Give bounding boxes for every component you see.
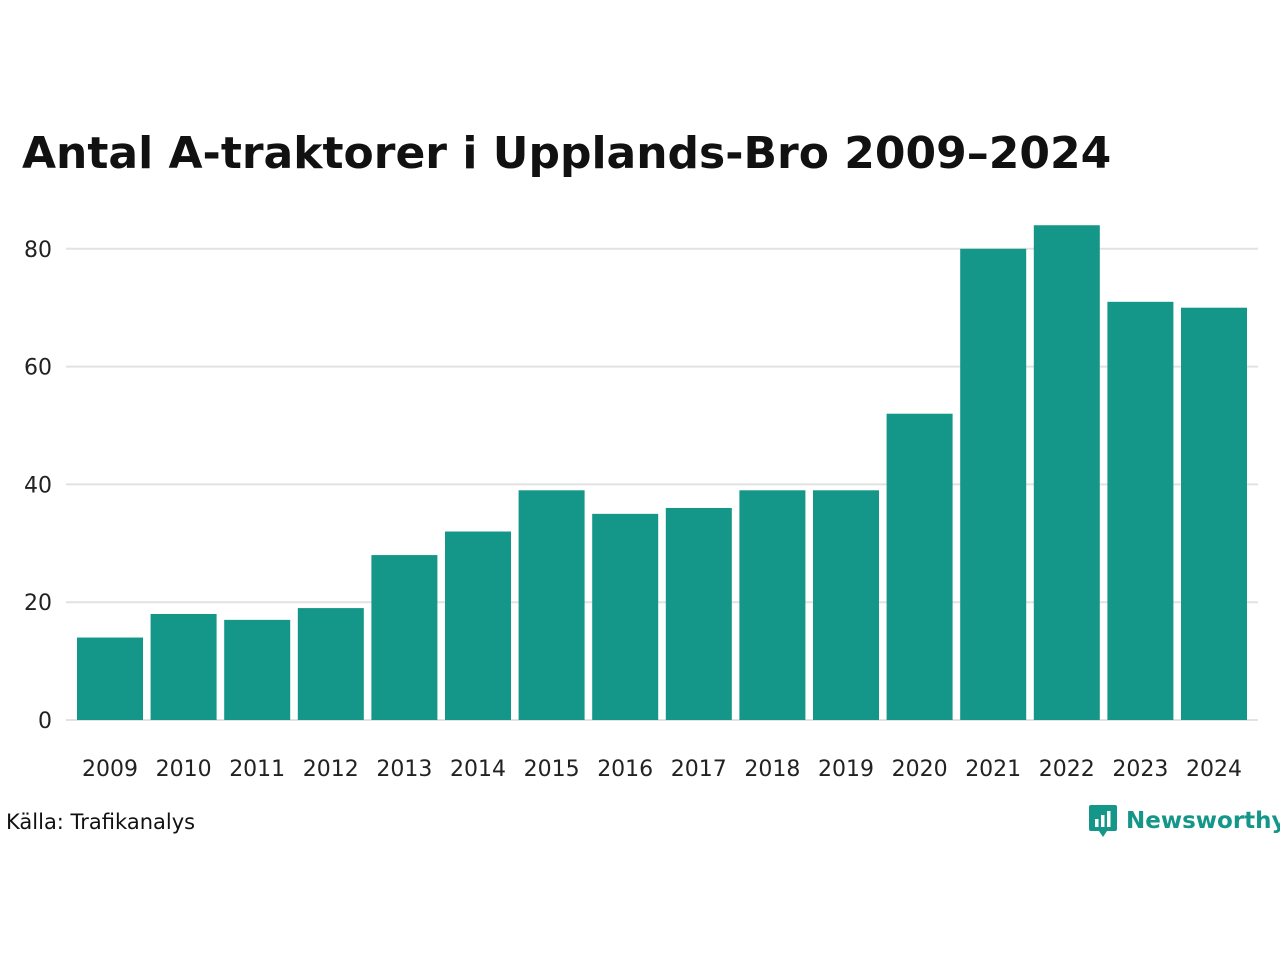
bar-2021 xyxy=(960,248,1027,721)
bar-2022 xyxy=(1033,225,1100,721)
y-tick-label: 60 xyxy=(24,356,52,381)
y-tick-label: 80 xyxy=(24,238,52,263)
bar-2010 xyxy=(150,613,217,720)
bars xyxy=(77,225,1247,721)
brand-name: Newsworthy xyxy=(1126,808,1280,834)
y-tick-label: 20 xyxy=(24,591,52,616)
newsworthy-logo-icon xyxy=(1089,805,1117,837)
x-tick-label: 2012 xyxy=(303,757,359,782)
bar-2014 xyxy=(445,531,511,720)
bar-2024 xyxy=(1181,307,1247,720)
y-axis: 0 20 40 60 80 xyxy=(24,238,52,734)
x-axis: 2009 2010 2011 2012 2013 2014 2015 2016 2017 2018… xyxy=(82,757,1242,782)
bar-2023 xyxy=(1107,301,1174,720)
source-label: Källa: Trafikanalys xyxy=(6,810,196,834)
x-tick-label: 2019 xyxy=(818,757,874,782)
x-tick-label: 2011 xyxy=(229,757,285,782)
chart-title: Antal A-traktorer i Upplands-Bro 2009–20… xyxy=(22,128,1112,179)
x-tick-label: 2024 xyxy=(1186,757,1242,782)
bar-2016 xyxy=(592,513,659,720)
bar-2011 xyxy=(224,619,291,720)
bar-2017 xyxy=(665,507,732,720)
bar-2019 xyxy=(813,490,879,720)
x-tick-label: 2010 xyxy=(156,757,212,782)
x-tick-label: 2023 xyxy=(1112,757,1168,782)
bar-2013 xyxy=(371,555,438,720)
x-tick-label: 2018 xyxy=(744,757,800,782)
y-tick-label: 40 xyxy=(24,473,52,498)
x-tick-label: 2017 xyxy=(671,757,727,782)
x-tick-label: 2020 xyxy=(892,757,948,782)
brand-logo: Newsworthy xyxy=(1088,803,1280,839)
x-tick-label: 2013 xyxy=(376,757,432,782)
x-tick-label: 2021 xyxy=(965,757,1021,782)
x-tick-label: 2022 xyxy=(1039,757,1095,782)
bar-2015 xyxy=(518,490,585,720)
bar-2020 xyxy=(886,413,953,720)
bar-2018 xyxy=(739,490,806,720)
x-tick-label: 2014 xyxy=(450,757,506,782)
bar-2009 xyxy=(77,637,143,720)
y-tick-label: 0 xyxy=(38,709,52,734)
x-tick-label: 2016 xyxy=(597,757,653,782)
x-tick-label: 2009 xyxy=(82,757,138,782)
bar-2012 xyxy=(297,608,364,720)
x-tick-label: 2015 xyxy=(524,757,580,782)
